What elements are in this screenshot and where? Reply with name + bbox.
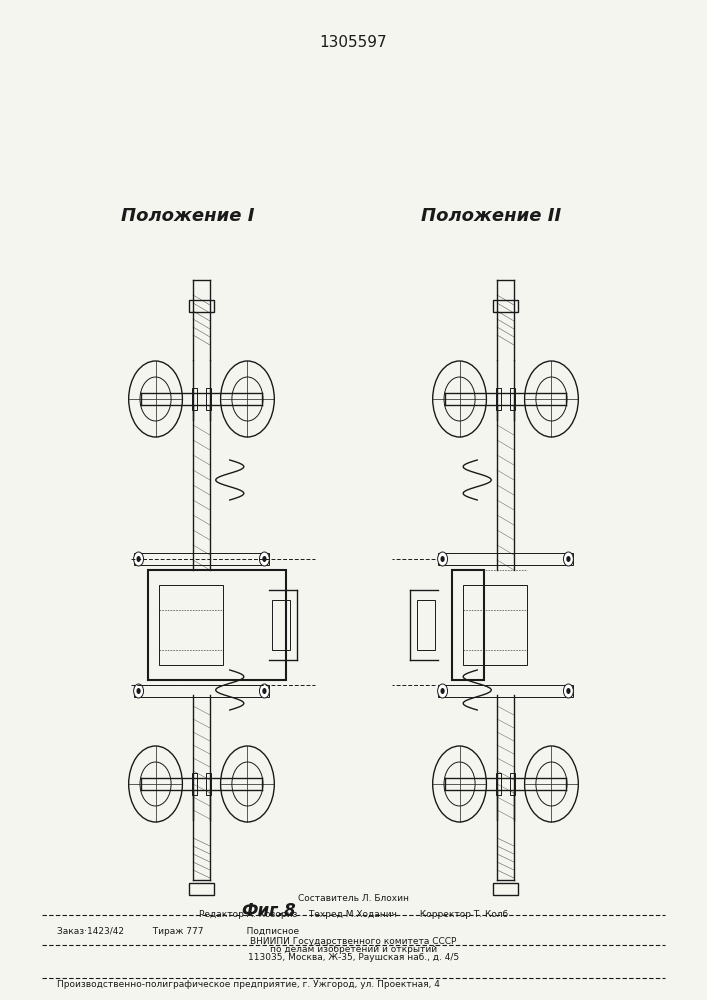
- Text: 1305597: 1305597: [320, 35, 387, 50]
- Text: по делам изобретений и открытий: по делам изобретений и открытий: [270, 945, 437, 954]
- Text: Редактор А. Козориз    Техред М.Ходанич        Корректор Т. Колб: Редактор А. Козориз Техред М.Ходанич Кор…: [199, 910, 508, 919]
- Bar: [452, 570, 484, 680]
- Circle shape: [563, 684, 573, 698]
- Circle shape: [262, 688, 267, 694]
- Bar: [148, 570, 286, 680]
- Text: Производственно-полиграфическое предприятие, г. Ужгород, ул. Проектная, 4: Производственно-полиграфическое предприя…: [57, 980, 440, 989]
- Circle shape: [262, 556, 267, 562]
- Bar: [189, 883, 214, 895]
- Text: Фиг.8: Фиг.8: [241, 902, 296, 920]
- Circle shape: [563, 552, 573, 566]
- Bar: [417, 600, 435, 650]
- Bar: [192, 773, 197, 795]
- Circle shape: [136, 688, 141, 694]
- Bar: [496, 773, 501, 795]
- Bar: [206, 388, 211, 410]
- Circle shape: [566, 556, 571, 562]
- Circle shape: [438, 552, 448, 566]
- Text: Положение I: Положение I: [121, 207, 254, 225]
- Circle shape: [259, 684, 269, 698]
- Circle shape: [440, 556, 445, 562]
- Text: ВНИИПИ Государственного комитета СССР: ВНИИПИ Государственного комитета СССР: [250, 937, 457, 946]
- Bar: [496, 388, 501, 410]
- Circle shape: [438, 684, 448, 698]
- Bar: [463, 585, 527, 665]
- Bar: [134, 553, 269, 565]
- Circle shape: [134, 552, 144, 566]
- Bar: [159, 585, 223, 665]
- Bar: [493, 300, 518, 312]
- Text: Составитель Л. Блохин: Составитель Л. Блохин: [298, 894, 409, 903]
- Bar: [493, 883, 518, 895]
- Text: Заказ·1423/42          Тираж 777               Подписное: Заказ·1423/42 Тираж 777 Подписное: [57, 927, 298, 936]
- Bar: [438, 553, 573, 565]
- Bar: [206, 773, 211, 795]
- Bar: [189, 300, 214, 312]
- Bar: [272, 600, 290, 650]
- Circle shape: [440, 688, 445, 694]
- Bar: [192, 388, 197, 410]
- Text: Положение II: Положение II: [421, 207, 561, 225]
- Circle shape: [134, 684, 144, 698]
- Bar: [510, 388, 515, 410]
- Circle shape: [566, 688, 571, 694]
- Bar: [510, 773, 515, 795]
- Text: 113035, Москва, Ж-35, Раушская наб., д. 4/5: 113035, Москва, Ж-35, Раушская наб., д. …: [248, 953, 459, 962]
- Bar: [438, 685, 573, 697]
- Bar: [134, 685, 269, 697]
- Circle shape: [259, 552, 269, 566]
- Circle shape: [136, 556, 141, 562]
